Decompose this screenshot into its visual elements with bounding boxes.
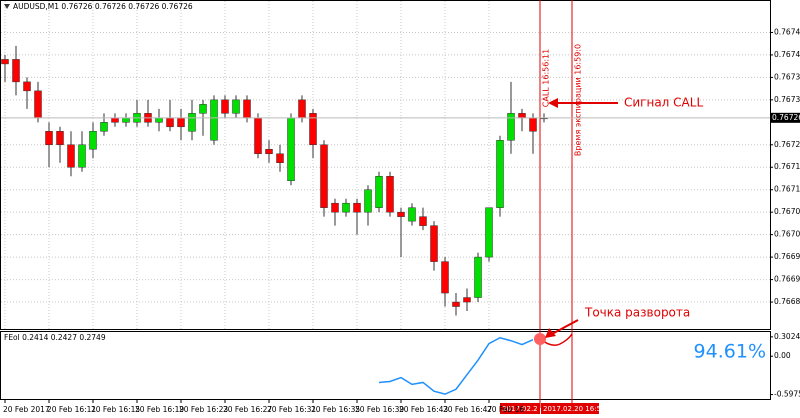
candle-body bbox=[463, 297, 471, 303]
reversal-arrow bbox=[551, 319, 579, 335]
x-tick-label: 20 Feb 16:23 bbox=[179, 405, 228, 414]
sub-y-tick-label: -0.5975 bbox=[774, 390, 800, 399]
x-tick-label: 20 Feb 16:39 bbox=[355, 405, 404, 414]
sub-frame bbox=[0, 331, 771, 400]
current-price-tag bbox=[770, 112, 800, 123]
call-time-box bbox=[500, 403, 540, 414]
candle-body bbox=[100, 122, 108, 132]
candle-body bbox=[265, 149, 273, 155]
x-tick-label: 20 Feb 16:27 bbox=[223, 405, 272, 414]
header: AUDUSD,M1 0.76726 0.76726 0.76726 0.7672… bbox=[13, 2, 193, 11]
win-rate: 94.61% bbox=[694, 341, 766, 363]
candle-body bbox=[243, 99, 251, 119]
signal-label: Сигнал CALL bbox=[624, 96, 703, 110]
candle-body bbox=[441, 261, 449, 294]
current-price-label: 0.76726 bbox=[772, 113, 800, 122]
y-tick-label: 0.76695 bbox=[774, 252, 800, 261]
candle-body bbox=[199, 104, 207, 114]
x-tick-label: 20 Feb 16:11 bbox=[47, 405, 96, 414]
reversal-arrowhead bbox=[545, 328, 556, 338]
candle-body bbox=[430, 225, 438, 262]
candle-body bbox=[309, 113, 317, 146]
expiry-line-label: Время экспирации 16:59:0 bbox=[574, 44, 583, 156]
candle-body bbox=[529, 117, 537, 132]
candle-body bbox=[386, 175, 394, 213]
candle-body bbox=[353, 202, 361, 213]
candle-body bbox=[364, 189, 372, 213]
candle-body bbox=[397, 211, 405, 217]
candle-body bbox=[419, 216, 427, 226]
call-time: 2017.02.2 bbox=[502, 405, 538, 413]
candle-body bbox=[45, 131, 53, 146]
y-tick-label: 0.76715 bbox=[774, 162, 800, 171]
expiry-time: 2017.02.20 16:59 bbox=[543, 405, 605, 413]
indicator-name: FEol 0.2414 0.2427 0.2749 bbox=[4, 333, 106, 342]
candle-body bbox=[78, 144, 86, 168]
candle-body bbox=[485, 207, 493, 258]
candle-body bbox=[56, 131, 64, 146]
candle-body bbox=[67, 144, 75, 168]
candle-body bbox=[221, 99, 229, 114]
candle-body bbox=[298, 99, 306, 119]
candle-body bbox=[111, 117, 119, 123]
candle-body bbox=[331, 202, 339, 213]
candle-body bbox=[287, 117, 295, 181]
indicator-line bbox=[378, 336, 534, 395]
candle-body bbox=[155, 117, 163, 123]
candle-body bbox=[375, 175, 383, 208]
candle-body bbox=[474, 256, 482, 298]
x-tick-label: 20 Feb 16:19 bbox=[135, 405, 184, 414]
candle-body bbox=[507, 113, 515, 141]
x-tick-label: 20 Feb 16:47 bbox=[443, 405, 492, 414]
y-tick-label: 0.76745 bbox=[774, 27, 800, 36]
x-tick-label: 20 Feb 16:15 bbox=[91, 405, 140, 414]
reversal-point bbox=[534, 333, 546, 345]
candle-body bbox=[452, 301, 460, 307]
candle-body bbox=[23, 81, 31, 92]
candle-body bbox=[89, 131, 97, 150]
candle-body bbox=[254, 117, 262, 155]
candle-body bbox=[1, 59, 9, 65]
candle-body bbox=[122, 117, 130, 123]
forecast-line bbox=[539, 333, 573, 346]
candle-body bbox=[518, 113, 526, 119]
candle-body bbox=[320, 144, 328, 208]
main-frame bbox=[0, 0, 771, 330]
sub-y-tick-label: 0.3024 bbox=[774, 332, 800, 341]
candle-body bbox=[342, 202, 350, 213]
candle-body bbox=[188, 113, 196, 132]
candle-body bbox=[496, 140, 504, 208]
candle-body bbox=[232, 99, 240, 114]
x-tick-label: 20 Feb 16:35 bbox=[311, 405, 360, 414]
symbol-icon bbox=[4, 4, 10, 9]
y-tick-label: 0.76705 bbox=[774, 207, 800, 216]
x-tick-label: 20 Feb 16:31 bbox=[267, 405, 316, 414]
reversal-label: Точка разворота bbox=[584, 306, 690, 320]
candle-body bbox=[210, 99, 218, 141]
y-tick-label: 0.76685 bbox=[774, 297, 800, 306]
signal-arrowhead bbox=[548, 98, 558, 108]
candle-body bbox=[34, 90, 42, 119]
expiry-time-box bbox=[541, 403, 599, 414]
x-tick-label: 20 Feb 16:43 bbox=[399, 405, 448, 414]
candle-body bbox=[166, 117, 174, 128]
candle-body bbox=[12, 59, 20, 83]
call-line-label: CALL 16:56:11 bbox=[542, 49, 551, 107]
x-tick-label: 20 Feb 2017 bbox=[3, 405, 50, 414]
candle-body bbox=[408, 207, 416, 222]
candle-body bbox=[276, 153, 284, 164]
x-tick-label: 20 Feb 16 bbox=[487, 405, 524, 414]
candle-body bbox=[177, 117, 185, 128]
sub-y-tick-label: 0.00 bbox=[774, 351, 791, 360]
y-tick-label: 0.76735 bbox=[774, 72, 800, 81]
